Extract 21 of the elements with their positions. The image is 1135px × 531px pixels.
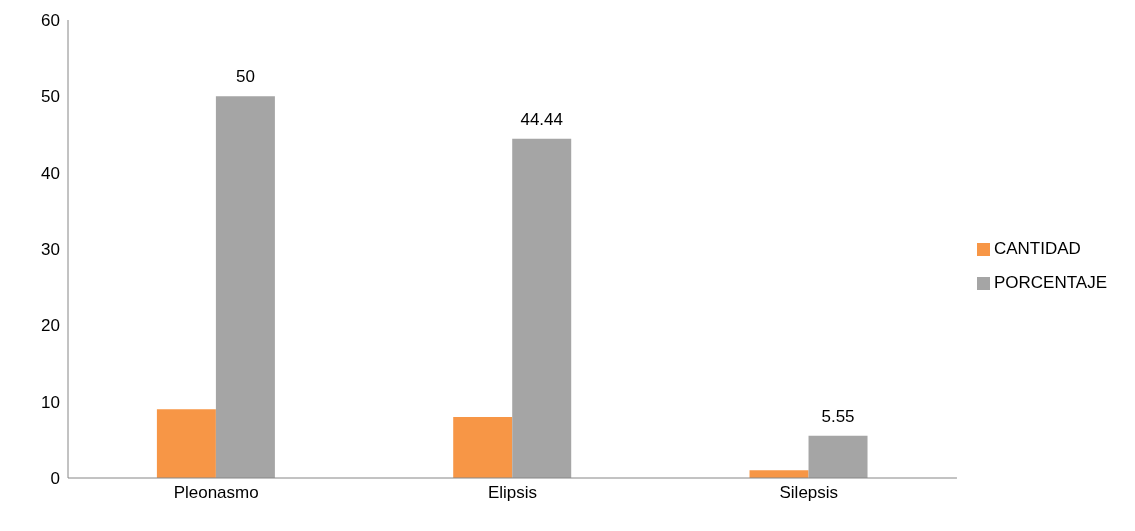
- y-tick-label: 30: [41, 240, 60, 260]
- bar: [749, 470, 809, 478]
- y-tick-label: 0: [50, 469, 60, 489]
- bar: [512, 138, 572, 478]
- y-tick-label: 20: [41, 316, 60, 336]
- legend-label: CANTIDAD: [993, 238, 1081, 258]
- x-tick-label: Elipsis: [487, 483, 538, 503]
- y-tick-label: 10: [41, 392, 60, 412]
- bar: [453, 416, 513, 478]
- data-label: 50: [235, 67, 255, 87]
- y-tick-label: 60: [41, 11, 60, 31]
- bar: [808, 435, 868, 478]
- bar: [156, 409, 216, 478]
- bar: [215, 96, 275, 478]
- data-label: 5.55: [821, 406, 855, 426]
- y-tick-label: 50: [41, 87, 60, 107]
- y-tick-label: 40: [41, 163, 60, 183]
- data-label: 44.44: [520, 109, 563, 129]
- x-tick-label: Pleonasmo: [173, 483, 259, 503]
- legend-label: PORCENTAJE: [993, 272, 1107, 292]
- x-tick-label: Silepsis: [779, 483, 839, 503]
